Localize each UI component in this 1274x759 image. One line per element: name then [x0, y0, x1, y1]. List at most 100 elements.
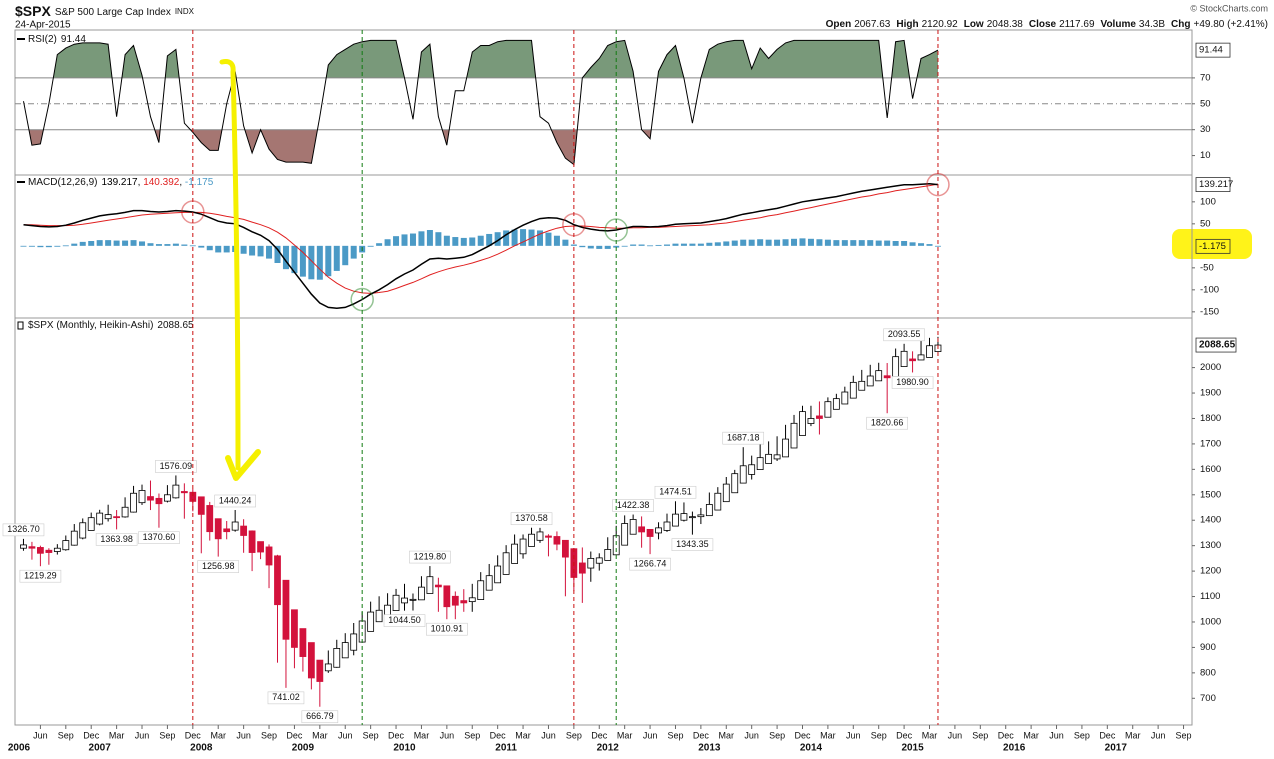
annotation: 1010.91 [431, 624, 464, 634]
histogram-bar [697, 243, 704, 246]
histogram-bar [418, 231, 425, 246]
legend: RSI(2) 91.44 [28, 34, 86, 45]
candle-body [714, 492, 722, 511]
x-tick-label: Dec [388, 730, 405, 740]
macd-tag-box [1195, 177, 1231, 192]
candle-body [892, 356, 900, 378]
year-label: 2017 [1105, 743, 1128, 754]
histogram-bar [867, 240, 874, 246]
annotation: 1576.09 [160, 461, 193, 471]
candle-body [172, 484, 180, 499]
candle-body [841, 391, 849, 405]
histogram-bar [266, 245, 273, 259]
annotation: 1343.35 [676, 539, 709, 549]
candle-body [147, 496, 154, 501]
candle-body [705, 504, 713, 517]
annotation-box [155, 460, 197, 473]
y-tick-label: 30 [1200, 124, 1211, 135]
candle-body [511, 543, 518, 564]
candle-body [265, 546, 273, 566]
histogram-bar [28, 245, 35, 247]
x-tick-label: Jun [541, 730, 556, 740]
candle-body [722, 483, 730, 503]
histogram-bar [740, 239, 747, 246]
histogram-bar [477, 235, 484, 246]
header: $SPX S&P 500 Large Cap Index INDX [15, 3, 195, 19]
candle-body [28, 546, 36, 549]
histogram-bar [215, 245, 222, 253]
annotation: 1422.38 [617, 500, 650, 510]
exchange: INDX [175, 7, 195, 16]
candle-body [689, 516, 696, 519]
candle-body [443, 585, 451, 608]
histogram-bar [316, 245, 323, 280]
y-tick-label: 1600 [1200, 464, 1221, 475]
y-tick-label: 1700 [1200, 438, 1221, 449]
candle-body [807, 418, 815, 424]
histogram-bar [291, 245, 298, 274]
candle-body [214, 518, 222, 540]
year-label: 2013 [698, 743, 721, 754]
histogram-bar [748, 239, 755, 246]
histogram-bar [147, 243, 154, 246]
histogram-bar [511, 229, 518, 246]
legend-value: -1.175 [185, 177, 214, 188]
x-tick-label: Jun [948, 730, 963, 740]
histogram-bar [45, 245, 52, 248]
candle-body [866, 375, 874, 387]
histogram-bar [62, 245, 69, 247]
histogram-bar [596, 245, 603, 249]
y-tick-label: 100 [1200, 196, 1216, 207]
candle-body [680, 513, 688, 521]
histogram-bar [240, 245, 247, 254]
legend-value: 91.44 [61, 34, 86, 45]
candle-body [274, 555, 281, 606]
histogram-bar [96, 240, 103, 246]
histogram-bar [850, 240, 857, 246]
symbol: $SPX [15, 3, 51, 19]
histogram-bar [731, 240, 738, 246]
x-tick-label: Mar [312, 730, 328, 740]
annotation-box [214, 494, 256, 508]
candle-body [358, 620, 366, 643]
rsi-tag-box [1195, 42, 1231, 58]
candle-body [849, 381, 857, 399]
highlight-arrow [219, 59, 241, 471]
x-tick-label: Sep [261, 730, 277, 740]
histogram-bar [799, 238, 806, 246]
y-tick-label: 70 [1200, 72, 1211, 83]
legend: MACD(12,26,9) 139.217, 140.392, -1.175 [28, 177, 214, 188]
candle-body [604, 549, 612, 561]
histogram-tag-box [1195, 238, 1231, 254]
candle-body [765, 453, 773, 464]
quote: Open 2067.63 High 2120.92 Low 2048.38 Close 211… [826, 19, 1268, 30]
annotation-box [19, 569, 62, 583]
quote-name: Chg [1171, 19, 1190, 30]
annotation: 1687.18 [727, 433, 760, 443]
histogram-bar [503, 230, 510, 246]
year-label: 2006 [8, 743, 31, 754]
x-tick-label: Dec [794, 730, 811, 740]
candle-body [909, 358, 916, 362]
annotation: 1044.50 [388, 615, 421, 625]
panel-frame [14, 317, 1193, 726]
annotation-box [671, 538, 714, 551]
histogram-bar [723, 241, 730, 246]
candle-body [629, 519, 637, 535]
candle-body [595, 557, 603, 564]
legend: $SPX (Monthly, Heikin-Ashi) 2088.65 [28, 320, 194, 331]
histogram-bar [816, 239, 823, 246]
candle-body [621, 523, 629, 546]
rsi-line [23, 39, 939, 166]
y-tick-label: -50 [1200, 262, 1214, 273]
annotation-box [138, 531, 180, 545]
candle-body [748, 464, 756, 475]
y-tick-label: 1900 [1200, 388, 1221, 399]
date: 24-Apr-2015 [15, 20, 71, 31]
candle-body [468, 597, 476, 603]
histogram-bar [791, 238, 798, 246]
x-tick-label: Jun [338, 730, 353, 740]
legend-name: $SPX (Monthly, Heikin-Ashi) [28, 320, 153, 331]
annotation-box [267, 691, 305, 705]
